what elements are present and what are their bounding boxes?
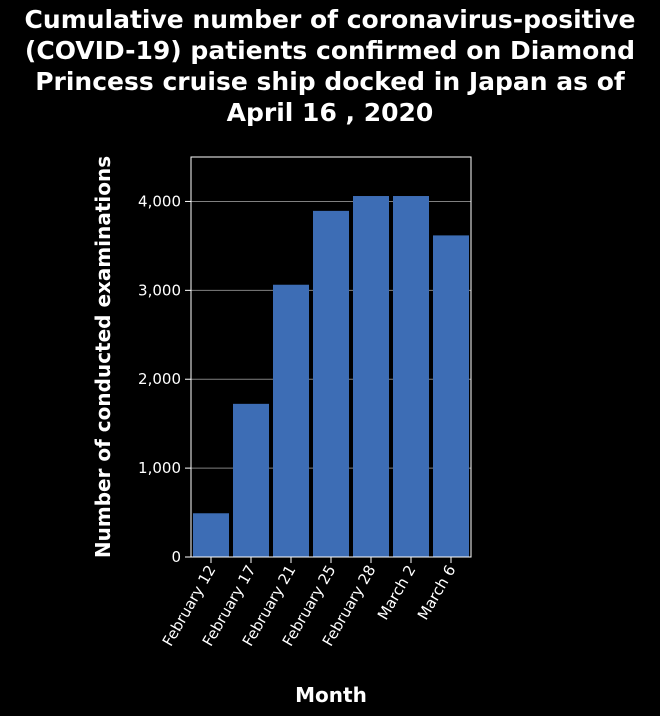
- y-tick-label: 3,000: [138, 281, 181, 299]
- y-tick-label: 0: [171, 548, 181, 566]
- y-tick-label: 1,000: [138, 459, 181, 477]
- bar: [273, 284, 309, 557]
- bars: [193, 196, 469, 557]
- y-axis-label: Number of conducted examinations: [91, 156, 115, 558]
- y-axis: 0 1,000 2,000 3,000 4,000: [138, 192, 191, 566]
- chart-title-line: (COVID-19) patients confirmed on Diamond: [24, 36, 636, 65]
- chart-title-line: April 16 , 2020: [226, 98, 434, 127]
- chart-title-line: Cumulative number of coronavirus-positiv…: [24, 5, 636, 34]
- bar: [393, 196, 429, 557]
- x-tick-label: March 6: [414, 562, 460, 623]
- bar: [193, 513, 229, 557]
- bar: [313, 210, 349, 557]
- chart-title-line: Princess cruise ship docked in Japan as …: [35, 67, 625, 96]
- bar: [353, 196, 389, 557]
- x-tick-label: March 2: [374, 562, 420, 623]
- bar: [433, 235, 469, 557]
- bar: [233, 403, 269, 557]
- chart-title: Cumulative number of coronavirus-positiv…: [0, 4, 660, 128]
- y-tick-label: 4,000: [138, 192, 181, 210]
- y-tick-label: 2,000: [138, 370, 181, 388]
- x-axis-label: Month: [295, 683, 367, 707]
